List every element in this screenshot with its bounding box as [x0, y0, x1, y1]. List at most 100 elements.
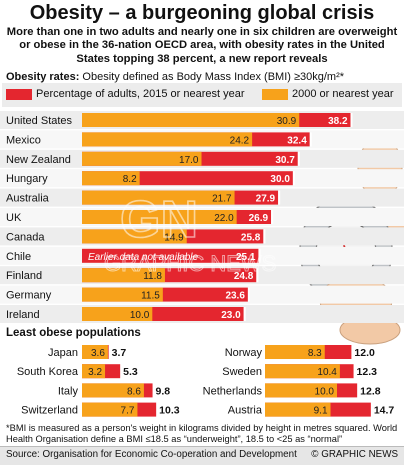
- value-2015-chile: 25.1: [236, 252, 256, 263]
- footnote: *BMI is measured as a person's weight in…: [6, 423, 398, 444]
- bar-end-chile: [258, 248, 261, 263]
- page-subtitle: More than one in two adults and nearly o…: [6, 26, 398, 65]
- value-2000-hungary: 8.2: [123, 174, 137, 185]
- bar-end-mexico: [309, 132, 312, 147]
- bar-2000-united-states: [82, 113, 300, 127]
- value-2000-netherlands: 10.0: [315, 386, 335, 397]
- bar-2000-south-korea: [82, 364, 106, 379]
- legend-box: [2, 83, 402, 107]
- category-label-chile: Chile: [6, 251, 31, 263]
- value-2015-ireland: 23.0: [221, 310, 241, 321]
- source-bar: [0, 446, 404, 465]
- bar-2000-ireland: [82, 307, 153, 321]
- value-2000-italy: 8.6: [127, 386, 141, 397]
- bar-2000-germany: [82, 287, 163, 302]
- legend-label-2015: Percentage of adults, 2015 or nearest ye…: [36, 88, 245, 100]
- bar-2000-sweden: [265, 364, 340, 379]
- category-label-italy: Italy: [58, 385, 79, 397]
- bar-2000-canada: [82, 229, 187, 244]
- category-label-mexico: Mexico: [6, 134, 41, 146]
- source-text: Source: Organisation for Economic Co-ope…: [6, 449, 297, 460]
- legend-heading-text: Obesity defined as Body Mass Index (BMI)…: [79, 71, 345, 83]
- bar-end-australia: [278, 190, 281, 205]
- page-title: Obesity – a burgeoning global crisis: [29, 2, 375, 24]
- value-2015-south-korea: 5.3: [123, 366, 138, 378]
- value-2000-norway: 8.3: [308, 348, 322, 359]
- bar-end-uk: [271, 210, 274, 224]
- least-obese-title: Least obese populations: [6, 327, 141, 339]
- value-2015-netherlands: 12.8: [360, 385, 381, 397]
- category-label-switzerland: Switzerland: [21, 405, 78, 417]
- value-2015-australia: 27.9: [256, 194, 276, 205]
- bar-2000-netherlands: [265, 383, 337, 398]
- bar-2000-mexico: [82, 132, 253, 147]
- legend-heading-bold: Obesity rates:: [6, 71, 80, 83]
- value-2000-germany: 11.5: [141, 291, 160, 302]
- category-label-hungary: Hungary: [6, 173, 48, 185]
- category-label-austria: Austria: [228, 405, 263, 417]
- value-2000-united-states: 30.9: [277, 116, 297, 127]
- bar-end-germany: [247, 287, 250, 302]
- value-2000-australia: 21.7: [212, 194, 232, 205]
- value-2015-germany: 23.6: [225, 291, 245, 302]
- category-label-japan: Japan: [48, 347, 78, 359]
- category-label-south-korea: South Korea: [17, 366, 79, 378]
- bar-2000-switzerland: [82, 402, 138, 417]
- value-2000-finland: 11.8: [143, 271, 162, 282]
- legend-swatch-red: [6, 88, 32, 100]
- value-2000-south-korea: 3.2: [88, 367, 102, 378]
- category-label-netherlands: Netherlands: [203, 385, 263, 397]
- legend-heading: Obesity rates: Obesity defined as Body M…: [6, 71, 344, 83]
- category-label-sweden: Sweden: [222, 366, 262, 378]
- value-2015-japan: 3.7: [112, 347, 127, 359]
- legend-item-2015: Percentage of adults, 2015 or nearest ye…: [6, 88, 245, 100]
- value-2000-new-zealand: 17.0: [179, 155, 199, 166]
- bar-2000-uk: [82, 210, 237, 224]
- bar-end-hungary: [292, 171, 295, 186]
- bar-2000-new-zealand: [82, 151, 202, 166]
- value-2000-japan: 3.6: [91, 348, 105, 359]
- bar-2000-finland: [82, 268, 165, 283]
- bar-2000-austria: [265, 402, 331, 417]
- value-2000-ireland: 10.0: [130, 310, 150, 321]
- category-label-uk: UK: [6, 212, 22, 224]
- value-2015-sweden: 12.3: [357, 366, 378, 378]
- bar-2000-hungary: [82, 171, 140, 186]
- category-label-germany: Germany: [6, 290, 52, 302]
- value-2015-mexico: 32.4: [287, 135, 307, 146]
- bar-2000-norway: [265, 345, 325, 359]
- bar-2015-chile: [82, 248, 259, 263]
- value-2015-canada: 25.8: [241, 232, 261, 243]
- value-2015-hungary: 30.0: [270, 174, 290, 185]
- bar-end-finland: [256, 268, 259, 283]
- category-label-ireland: Ireland: [6, 309, 40, 321]
- category-label-united-states: United States: [6, 115, 73, 127]
- legend-swatch-orange: [262, 88, 288, 100]
- value-2015-finland: 24.8: [234, 271, 254, 282]
- value-2015-new-zealand: 30.7: [275, 155, 295, 166]
- bar-end-united-states: [350, 113, 353, 127]
- value-2015-norway: 12.0: [354, 347, 375, 359]
- bar-end-new-zealand: [297, 151, 300, 166]
- legend-label-2000: 2000 or nearest year: [292, 88, 394, 100]
- value-2000-switzerland: 7.7: [121, 406, 135, 417]
- bar-2000-australia: [82, 190, 235, 205]
- chile-note: Earlier data not available: [88, 252, 199, 263]
- category-label-finland: Finland: [6, 270, 42, 282]
- bar-2000-italy: [82, 383, 144, 398]
- bar-end-ireland: [243, 307, 246, 321]
- value-2015-united-states: 38.2: [328, 116, 348, 127]
- category-label-new-zealand: New Zealand: [6, 154, 71, 166]
- bar-2000-japan: [82, 345, 108, 359]
- value-2000-austria: 9.1: [314, 406, 328, 417]
- bar-end-canada: [263, 229, 266, 244]
- value-2000-canada: 14.9: [164, 232, 184, 243]
- value-2015-austria: 14.7: [374, 405, 395, 417]
- value-2000-mexico: 24.2: [230, 135, 250, 146]
- category-label-canada: Canada: [6, 231, 45, 243]
- value-2015-uk: 26.9: [249, 213, 269, 224]
- category-label-australia: Australia: [6, 193, 50, 205]
- credit-text: © GRAPHIC NEWS: [311, 449, 398, 460]
- legend-item-2000: 2000 or nearest year: [262, 88, 394, 100]
